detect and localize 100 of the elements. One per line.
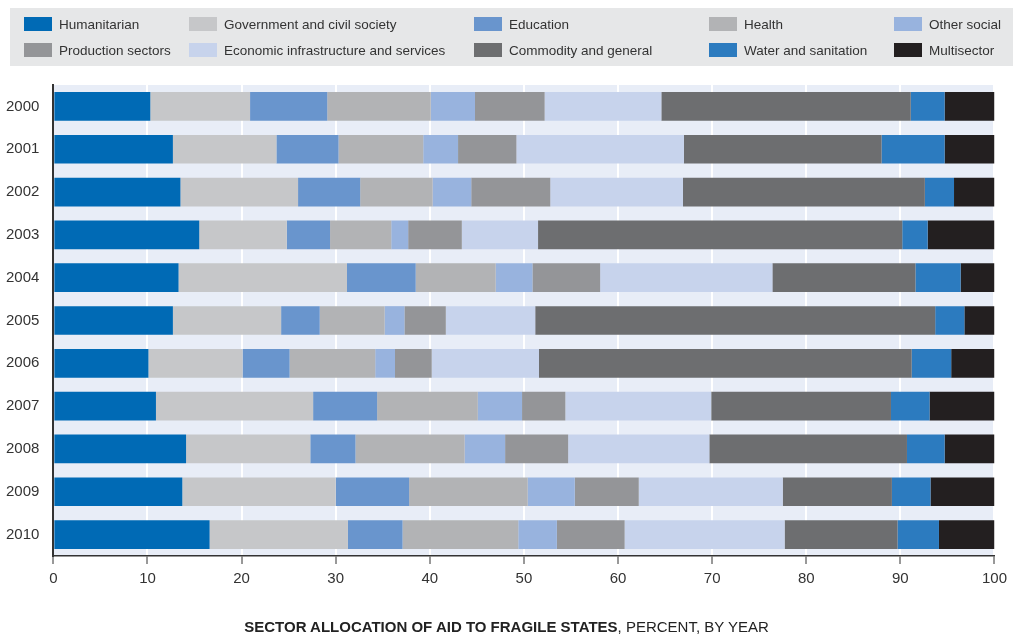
bar [319,306,385,335]
x-tick-label: 100 [981,569,1007,587]
y-tick-label: 2005 [5,310,40,328]
y-tick-label: 2000 [5,96,40,114]
bar [461,220,539,250]
bar [335,477,410,507]
bar [180,177,299,207]
bar [209,520,348,549]
x-tick-label: 50 [515,569,533,587]
bar [930,477,995,507]
bar [522,391,566,421]
bar [54,134,173,164]
bar [661,92,911,121]
bar [960,263,995,293]
bar [906,434,945,464]
bar [182,477,336,507]
bar [458,134,517,164]
bar [281,306,320,335]
legend-label: Water and sanitation [744,42,868,58]
bar [242,348,290,378]
bar [944,134,995,164]
bar [964,306,995,335]
bar [430,92,475,121]
bar [432,177,472,207]
bar [54,263,179,293]
bar [938,520,995,549]
y-tick-label: 2002 [5,182,40,200]
bar [347,263,416,293]
x-tick-label: 70 [703,569,721,587]
x-tick-label: 30 [327,569,345,587]
y-tick-label: 2008 [5,439,40,457]
bar [54,391,156,421]
bar [550,177,683,207]
bar [477,391,523,421]
bar [310,434,356,464]
bar [289,348,376,378]
bar [911,348,952,378]
bar [172,306,282,335]
x-tick-label: 20 [233,569,250,587]
legend-label: Commodity and general [509,42,653,58]
bar [518,520,557,549]
bar [535,306,936,335]
bar [538,220,903,250]
bar [772,263,916,293]
bar [327,92,431,121]
legend-label: Humanitarian [59,16,140,32]
legend-label: Government and civil society [224,16,397,32]
bar [927,220,995,250]
bar [54,177,181,207]
bar [495,263,533,293]
bar [784,520,898,549]
bar [54,520,210,549]
bar [532,263,601,293]
x-tick-label: 0 [49,569,58,587]
bar [377,391,478,421]
bar [338,134,424,164]
bar [148,348,243,378]
bar [464,434,506,464]
y-tick-label: 2006 [5,353,40,371]
bar [423,134,459,164]
bar [638,477,783,507]
bar [313,391,378,421]
bar [391,220,409,250]
y-tick-label: 2004 [5,267,40,285]
bar [54,348,149,378]
bar [178,263,347,293]
bar [415,263,496,293]
x-tick-label: 80 [797,569,815,587]
bar [54,306,173,335]
bar [355,434,465,464]
bar [516,134,684,164]
bar [600,263,773,293]
bar [199,220,287,250]
bar [360,177,433,207]
bar [395,348,432,378]
bar [910,92,945,121]
x-tick-label: 60 [609,569,627,587]
x-tick-label: 40 [421,569,439,587]
bar [408,220,462,250]
y-tick-label: 2010 [5,524,40,542]
bar [891,477,931,507]
bar [683,134,882,164]
bar [402,520,519,549]
bar [431,348,539,378]
bar [54,220,200,250]
bar [471,177,551,207]
y-tick-label: 2001 [5,139,40,157]
bar [445,306,536,335]
bar [782,477,892,507]
bar [384,306,405,335]
bar [624,520,785,549]
bar [944,92,995,121]
x-axis-title: SECTOR ALLOCATION OF AID TO FRAGILE STATES, PERCENT, BY YEAR [243,618,770,635]
bar [924,177,955,207]
bar [54,477,183,507]
bar [505,434,569,464]
bar [574,477,639,507]
bar [276,134,339,164]
bar [172,134,277,164]
bar [711,391,891,421]
